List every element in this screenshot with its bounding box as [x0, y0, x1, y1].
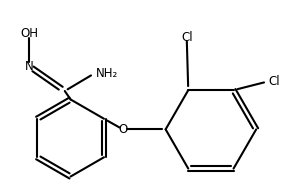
Text: O: O: [118, 123, 128, 136]
Text: Cl: Cl: [268, 75, 280, 88]
Text: Cl: Cl: [181, 31, 192, 44]
Text: NH₂: NH₂: [96, 67, 118, 80]
Text: OH: OH: [20, 27, 38, 40]
Text: N: N: [25, 60, 33, 73]
